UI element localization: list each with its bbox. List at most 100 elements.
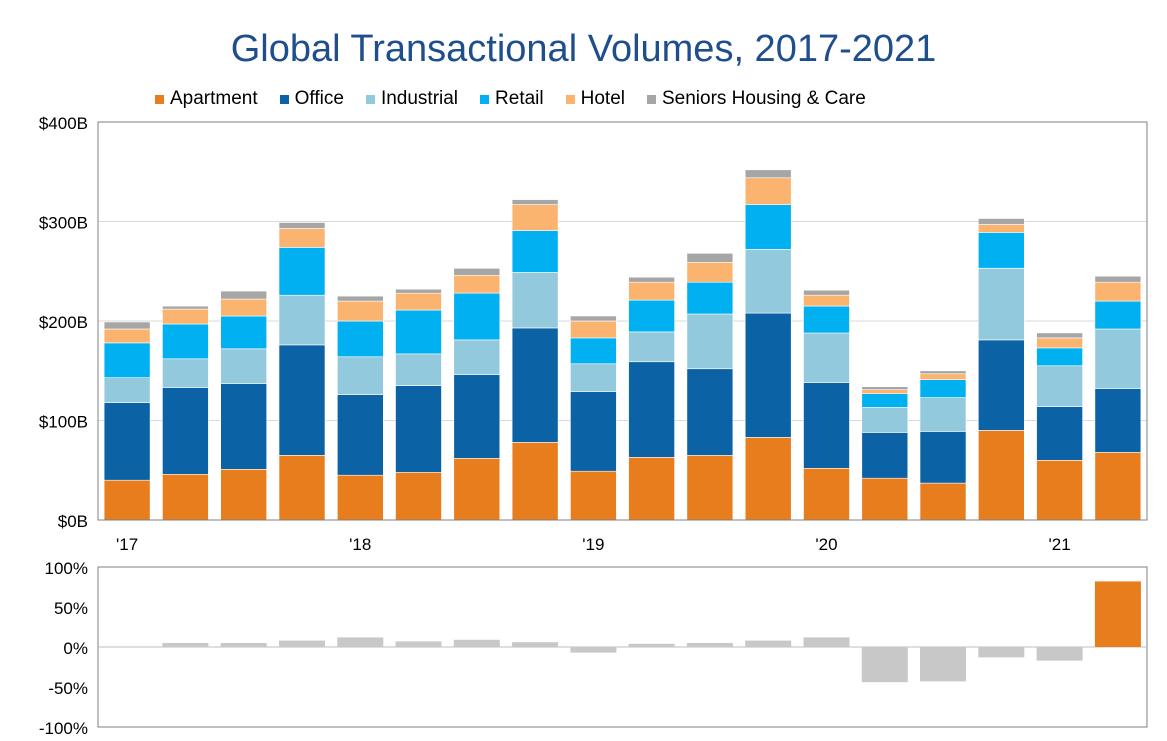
bar-segment-office	[686, 368, 734, 456]
legend-swatch	[480, 94, 490, 104]
bar-segment-office	[395, 385, 442, 473]
bar-segment-seniors-housing-care	[278, 222, 326, 229]
chart-legend: Apartment Office Industrial Retail Hotel Seni…	[155, 88, 866, 110]
legend-swatch	[279, 94, 289, 104]
legend-item: Hotel	[565, 88, 625, 110]
yoy-bar	[512, 642, 559, 647]
bar-segment-apartment	[686, 454, 734, 521]
bar-segment-seniors-housing-care	[511, 199, 559, 205]
bar-segment-industrial	[744, 249, 792, 314]
yoy-bar	[1094, 581, 1141, 647]
bar-segment-apartment	[628, 456, 675, 521]
bar-segment-office	[336, 394, 384, 476]
bar-segment-seniors-housing-care	[628, 276, 675, 283]
bar-segment-apartment	[336, 474, 384, 521]
bar-segment-office	[278, 344, 326, 456]
bar-segment-seniors-housing-care	[162, 305, 209, 310]
legend-label: Retail	[495, 88, 544, 109]
bar-segment-hotel	[1036, 337, 1083, 349]
bar-segment-retail	[977, 232, 1025, 269]
bar-segment-hotel	[103, 328, 151, 344]
bar-segment-seniors-housing-care	[977, 218, 1025, 225]
bar-segment-office	[220, 383, 267, 470]
bar-segment-hotel	[511, 204, 559, 231]
bar-segment-office	[570, 391, 617, 472]
bar-segment-retail	[220, 315, 267, 350]
bar-segment-retail	[278, 247, 326, 296]
legend-label: Industrial	[380, 88, 459, 109]
bar-segment-hotel	[1094, 281, 1142, 302]
bar-segment-office	[919, 431, 967, 484]
yoy-y-tick-label: -100%	[39, 719, 88, 738]
yoy-bar	[220, 643, 267, 647]
x-tick-label: '19	[582, 535, 604, 554]
legend-swatch	[646, 94, 656, 104]
bar-segment-hotel	[686, 261, 734, 283]
yoy-y-tick-label: 100%	[45, 559, 88, 578]
bar-segment-retail	[686, 281, 734, 315]
bar-segment-seniors-housing-care	[1094, 275, 1142, 283]
bar-segment-apartment	[511, 442, 559, 521]
legend-label: Seniors Housing & Care	[661, 88, 866, 109]
bar-segment-office	[861, 432, 909, 479]
bar-segment-industrial	[686, 313, 734, 370]
bar-segment-seniors-housing-care	[103, 321, 151, 330]
bar-segment-seniors-housing-care	[1036, 332, 1083, 339]
bar-segment-seniors-housing-care	[220, 290, 267, 300]
bar-segment-retail	[103, 342, 151, 378]
yoy-bar	[162, 643, 209, 647]
bar-segment-apartment	[977, 430, 1025, 521]
bar-segment-industrial	[977, 267, 1025, 341]
bar-segment-office	[977, 339, 1025, 431]
bar-segment-hotel	[220, 298, 267, 317]
yoy-y-tick-label: 50%	[54, 599, 88, 618]
bar-segment-office	[628, 361, 675, 458]
bar-segment-industrial	[511, 271, 559, 329]
bar-segment-industrial	[336, 356, 384, 395]
bar-segment-office	[162, 387, 209, 475]
y-tick-label: $0B	[58, 512, 88, 531]
yoy-bar	[453, 639, 500, 647]
bar-segment-office	[744, 312, 792, 438]
bar-segment-office	[511, 327, 559, 443]
bar-segment-retail	[570, 337, 617, 365]
bar-segment-seniors-housing-care	[453, 267, 501, 276]
yoy-bar	[628, 643, 675, 647]
yoy-bar	[920, 647, 966, 682]
bar-segment-hotel	[336, 300, 384, 322]
bar-segment-hotel	[919, 373, 967, 381]
bar-segment-hotel	[861, 389, 909, 395]
bar-segment-retail	[803, 305, 850, 334]
bar-segment-apartment	[278, 454, 326, 521]
chart-title: Global Transactional Volumes, 2017-2021	[230, 28, 937, 70]
bar-segment-office	[453, 374, 501, 459]
bar-segment-industrial	[861, 407, 909, 433]
x-tick-label: '17	[116, 535, 138, 554]
bar-segment-retail	[744, 204, 792, 250]
x-tick-label: '20	[815, 535, 837, 554]
bar-segment-retail	[511, 230, 559, 273]
legend-item: Seniors Housing & Care	[646, 88, 866, 110]
bar-segment-hotel	[977, 224, 1025, 233]
bar-segment-apartment	[453, 457, 501, 521]
bar-segment-office	[1036, 406, 1083, 461]
bar-segment-industrial	[570, 363, 617, 392]
bar-segment-hotel	[162, 308, 209, 325]
bar-segment-industrial	[919, 397, 967, 432]
bar-segment-industrial	[162, 358, 209, 388]
bar-segment-office	[803, 382, 850, 469]
yoy-bar	[1036, 647, 1083, 661]
bar-segment-retail	[162, 323, 209, 360]
yoy-y-tick-label: -50%	[48, 679, 88, 698]
bar-segment-apartment	[570, 470, 617, 521]
yoy-bar	[279, 640, 325, 647]
x-tick-label: '21	[1049, 535, 1071, 554]
bar-segment-industrial	[628, 331, 675, 362]
bar-segment-industrial	[278, 294, 326, 346]
bar-segment-industrial	[1036, 365, 1083, 407]
yoy-bar	[337, 637, 384, 647]
bar-segment-retail	[919, 379, 967, 398]
y-tick-label: $400B	[39, 114, 88, 133]
bar-segment-apartment	[220, 468, 267, 521]
bar-segment-seniors-housing-care	[744, 169, 792, 179]
